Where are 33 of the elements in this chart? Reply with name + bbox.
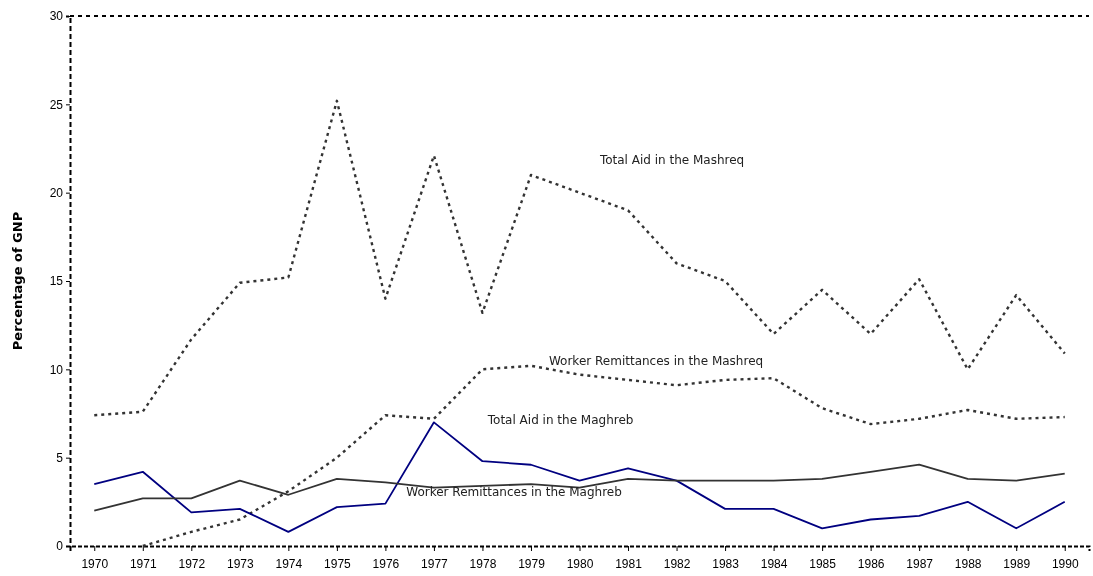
x-tick-label: 1987 <box>906 557 934 572</box>
x-tick-label: 1978 <box>469 557 497 572</box>
y-tick-label: 0 <box>56 539 64 554</box>
y-tick-label: 5 <box>56 451 64 466</box>
x-tick-label: 1971 <box>129 557 157 572</box>
x-tick-label: 1981 <box>615 557 643 572</box>
x-tick-label: 1982 <box>663 557 691 572</box>
x-tick-label: 1970 <box>81 557 109 572</box>
x-tick-label: 1984 <box>760 557 788 572</box>
y-tick-label: 10 <box>49 362 64 377</box>
y-tick-label: 25 <box>49 97 64 112</box>
y-axis-title: Percentage of GNP <box>10 211 25 351</box>
x-tick-label: 1972 <box>178 557 206 572</box>
y-tick-label: 30 <box>49 9 64 24</box>
x-tick-label: 1986 <box>857 557 885 572</box>
series-label: Worker Remittances in the Mashreq <box>548 353 764 368</box>
x-tick-label: 1980 <box>566 557 594 572</box>
x-tick-label: 1985 <box>809 557 837 572</box>
x-tick-label: 1989 <box>1003 557 1031 572</box>
x-tick-label: 1976 <box>372 557 400 572</box>
series-label: Worker Remittances in the Maghreb <box>406 484 622 499</box>
x-tick-label: 1975 <box>324 557 352 572</box>
text: Total Aid in the Maghreb <box>486 413 634 428</box>
y-tick-label: 20 <box>49 186 64 201</box>
x-tick-label: 1973 <box>226 557 254 572</box>
x-tick-label: 1977 <box>421 557 449 572</box>
text: Total Aid in the Mashreq <box>598 153 745 168</box>
x-tick-label: 1988 <box>954 557 982 572</box>
x-tick-label: 1983 <box>712 557 740 572</box>
x-tick-label: 1974 <box>275 557 303 572</box>
x-tick-label: 1990 <box>1051 557 1079 572</box>
y-tick-label: 15 <box>49 274 64 289</box>
x-tick-label: 1979 <box>518 557 546 572</box>
